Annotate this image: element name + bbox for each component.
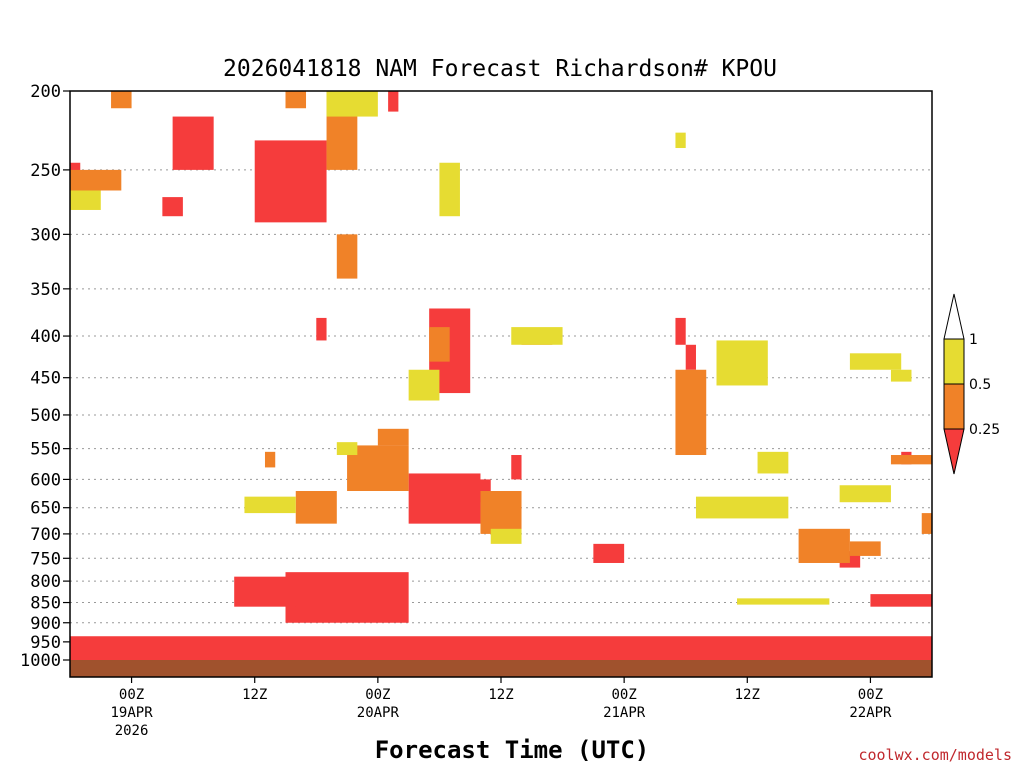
y-tick-label-900: 900	[30, 614, 61, 634]
region-1-7	[295, 490, 337, 524]
legend-bin-over-1	[943, 293, 965, 340]
y-tick-label-250: 250	[30, 161, 61, 181]
legend-label-1: 0.5	[969, 377, 991, 393]
color-legend: 1 0.5 0.25	[943, 293, 1000, 475]
region-0-18	[388, 91, 399, 112]
richardson-regions	[70, 91, 932, 660]
region-1-4	[336, 234, 358, 279]
region-0-13	[685, 344, 696, 370]
region-1-11	[675, 369, 707, 456]
x-tick-label-0-1: 19APR	[110, 705, 153, 721]
region-0-0	[70, 636, 932, 660]
legend-bin-under-0p25	[943, 428, 965, 475]
x-tick-label-4-0: 00Z	[611, 687, 636, 703]
y-tick-label-500: 500	[30, 406, 61, 426]
region-1-13	[849, 541, 881, 556]
region-2-14	[737, 598, 830, 605]
region-0-12	[675, 317, 686, 345]
region-0-6	[234, 576, 296, 607]
y-tick-label-650: 650	[30, 499, 61, 519]
y-tick-label-200: 200	[30, 82, 61, 102]
legend-label-2: 0.25	[969, 422, 1000, 438]
y-tick-label-350: 350	[30, 280, 61, 300]
region-0-3	[162, 197, 183, 217]
region-0-11	[593, 543, 625, 563]
region-1-5	[347, 445, 409, 491]
region-2-7	[849, 353, 902, 370]
legend-bin-0p25-0p5	[943, 383, 965, 430]
region-2-15	[675, 132, 686, 149]
x-tick-label-0-2: 2026	[115, 723, 149, 739]
chart-title: 2026041818 NAM Forecast Richardson# KPOU	[223, 56, 777, 82]
region-1-2	[285, 91, 307, 109]
region-2-5	[757, 451, 789, 474]
region-1-6	[377, 428, 409, 446]
x-tick-label-6-1: 22APR	[849, 705, 892, 721]
region-2-13	[490, 528, 522, 544]
y-tick-label-950: 950	[30, 633, 61, 653]
region-0-10	[511, 455, 522, 480]
region-2-2	[511, 327, 563, 345]
region-0-2	[172, 116, 214, 170]
region-2-4	[695, 496, 789, 519]
y-tick-label-800: 800	[30, 572, 61, 592]
y-tick-label-700: 700	[30, 525, 61, 545]
legend-bin-0p5-1	[943, 338, 965, 385]
region-2-10	[244, 496, 296, 514]
region-2-11	[408, 369, 440, 401]
region-1-12	[798, 528, 850, 563]
x-tick-label-0-0: 00Z	[119, 687, 144, 703]
x-tick-label-5-0: 12Z	[735, 687, 760, 703]
credit-text: coolwx.com/models	[858, 746, 1012, 764]
region-0-17	[316, 317, 327, 341]
y-tick-label-450: 450	[30, 369, 61, 389]
x-tick-label-6-0: 00Z	[858, 687, 883, 703]
region-2-8	[890, 369, 912, 382]
x-axis-title: Forecast Time (UTC)	[375, 736, 650, 764]
region-2-9	[70, 190, 101, 210]
y-tick-label-400: 400	[30, 327, 61, 347]
region-0-1	[254, 140, 327, 223]
region-1-8	[429, 327, 450, 362]
region-2-6	[839, 485, 891, 503]
x-tick-label-3-0: 12Z	[488, 687, 513, 703]
region-1-14	[890, 455, 932, 465]
region-2-3	[716, 340, 768, 386]
y-tick-label-300: 300	[30, 225, 61, 245]
region-1-1	[111, 91, 132, 109]
legend-label-0: 1	[969, 332, 978, 348]
region-1-16	[264, 451, 276, 468]
region-2-1	[439, 162, 460, 217]
y-axis: 200 250 300 350 400 450 500 550 600 650 700 750 8008…	[20, 82, 70, 671]
gridlines	[70, 169, 932, 643]
x-tick-label-2-0: 00Z	[365, 687, 390, 703]
region-1-0	[70, 169, 122, 191]
region-1-15	[921, 513, 932, 534]
region-2-0	[326, 91, 378, 117]
region-0-16	[870, 594, 932, 607]
y-tick-label-600: 600	[30, 470, 61, 490]
region-0-5	[285, 572, 409, 623]
region-1-10	[480, 490, 522, 534]
y-tick-label-1000: 1000	[20, 651, 61, 671]
ground-strip	[70, 660, 932, 677]
x-tick-label-2-1: 20APR	[357, 705, 400, 721]
plot-frame	[69, 90, 933, 678]
x-axis: 00Z 19APR 2026 12Z 00Z 20APR 12Z 00Z 21APR 12Z 00Z…	[110, 677, 892, 739]
x-tick-label-4-1: 21APR	[603, 705, 646, 721]
x-tick-label-1-0: 12Z	[242, 687, 267, 703]
y-tick-label-850: 850	[30, 594, 61, 614]
y-tick-label-750: 750	[30, 549, 61, 569]
y-tick-label-550: 550	[30, 440, 61, 460]
region-2-12	[336, 442, 358, 456]
